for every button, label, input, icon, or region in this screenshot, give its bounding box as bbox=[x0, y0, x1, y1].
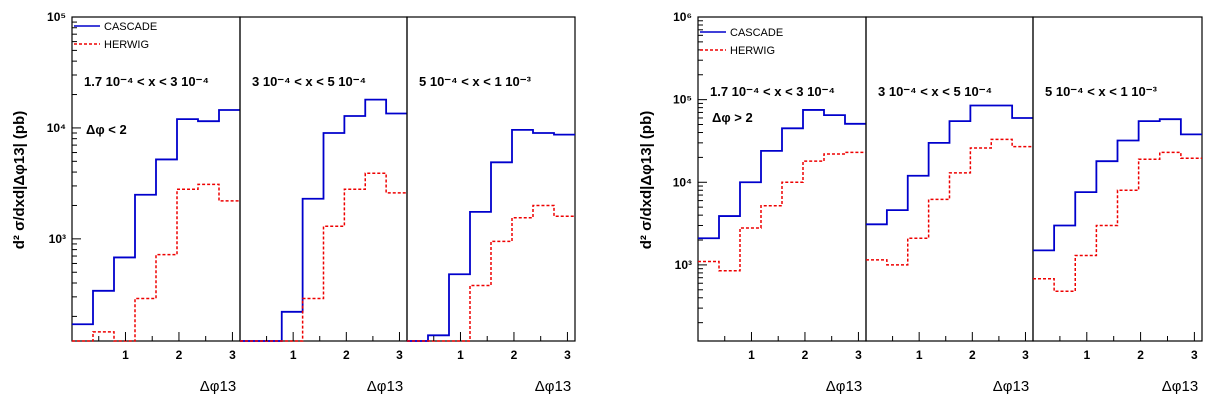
x-tick-label: 2 bbox=[802, 348, 809, 362]
figure-left-delta-phi-lt-2: d² σ/dxd|Δφ13| (pb) 10³ 10⁴ 10⁵ 1 2 3 Δφ13 1.7 1… bbox=[11, 10, 576, 395]
y-tick-label: 10⁶ bbox=[673, 10, 692, 24]
panel-title: 1.7 10⁻⁴ < x < 3 10⁻⁴ bbox=[84, 74, 209, 89]
x-tick-label: 3 bbox=[1022, 348, 1029, 362]
x-tick-label: 1 bbox=[748, 348, 755, 362]
x-tick-label: 3 bbox=[229, 348, 236, 362]
figure-right-delta-phi-gt-2: d² σ/dxd|Δφ13| (pb) 10³ 10⁴ 10⁵ 10⁶ 1 2 3 Δφ13 1.… bbox=[638, 10, 1203, 395]
x-tick-label: 2 bbox=[1137, 348, 1144, 362]
x-tick-label: 1 bbox=[290, 348, 297, 362]
legend-label-cascade: CASCADE bbox=[730, 27, 783, 39]
y-tick-label: 10³ bbox=[675, 258, 692, 272]
panel-title: 3 10⁻⁴ < x < 5 10⁻⁴ bbox=[878, 84, 992, 99]
y-tick-label: 10⁵ bbox=[47, 10, 66, 24]
x-tick-label: 1 bbox=[457, 348, 464, 362]
y-tick-label: 10⁵ bbox=[673, 93, 692, 107]
y-axis-title: d² σ/dxd|Δφ13| (pb) bbox=[638, 111, 655, 250]
y-tick-label: 10³ bbox=[49, 232, 66, 246]
series-cascade-line bbox=[72, 109, 240, 326]
series-cascade-line bbox=[407, 128, 575, 342]
panel-2: 1 2 3 Δφ13 3 10⁻⁴ < x < 5 10⁻⁴ bbox=[239, 16, 408, 395]
x-tick-label: 3 bbox=[1191, 348, 1198, 362]
delta-phi-cut-label: Δφ > 2 bbox=[712, 110, 753, 125]
legend-label-herwig: HERWIG bbox=[730, 45, 775, 57]
series-herwig-line bbox=[407, 204, 575, 342]
series-herwig-line bbox=[698, 151, 866, 272]
panel-frame bbox=[697, 16, 867, 342]
series-herwig-line bbox=[1033, 151, 1202, 292]
panel-frame bbox=[1032, 16, 1203, 342]
panel-2: 1 2 3 Δφ13 3 10⁻⁴ < x < 5 10⁻⁴ bbox=[865, 16, 1034, 395]
legend-label-herwig: HERWIG bbox=[104, 39, 149, 51]
x-axis-title: Δφ13 bbox=[367, 378, 403, 395]
x-axis-title: Δφ13 bbox=[200, 378, 236, 395]
x-tick-label: 2 bbox=[343, 348, 350, 362]
x-tick-label: 3 bbox=[396, 348, 403, 362]
panel-3: 1 2 3 Δφ13 5 10⁻⁴ < x < 1 10⁻³ bbox=[406, 16, 576, 395]
x-tick-label: 3 bbox=[564, 348, 571, 362]
panel-1: 1 2 3 Δφ13 1.7 10⁻⁴ < x < 3 10⁻⁴ bbox=[697, 16, 867, 395]
series-cascade-line bbox=[698, 109, 866, 240]
panel-title: 1.7 10⁻⁴ < x < 3 10⁻⁴ bbox=[710, 84, 835, 99]
x-tick-label: 1 bbox=[122, 348, 129, 362]
panel-frame bbox=[865, 16, 1034, 342]
x-axis-title: Δφ13 bbox=[826, 378, 862, 395]
y-axis-title: d² σ/dxd|Δφ13| (pb) bbox=[11, 111, 28, 250]
y-tick-label: 10⁴ bbox=[673, 175, 692, 189]
x-axis-title: Δφ13 bbox=[535, 378, 571, 395]
series-herwig-line bbox=[240, 172, 407, 342]
panel-title: 3 10⁻⁴ < x < 5 10⁻⁴ bbox=[252, 74, 366, 89]
x-tick-label: 3 bbox=[855, 348, 862, 362]
series-herwig-line bbox=[866, 138, 1033, 266]
x-axis-title: Δφ13 bbox=[993, 378, 1029, 395]
panel-3: 1 2 3 Δφ13 5 10⁻⁴ < x < 1 10⁻³ bbox=[1032, 16, 1203, 395]
x-axis-title: Δφ13 bbox=[1162, 378, 1198, 395]
panel-title: 5 10⁻⁴ < x < 1 10⁻³ bbox=[419, 74, 532, 89]
series-cascade-line bbox=[240, 98, 407, 342]
delta-phi-cut-label: Δφ < 2 bbox=[86, 122, 127, 137]
x-tick-label: 2 bbox=[176, 348, 183, 362]
series-herwig-line bbox=[72, 183, 240, 342]
series-cascade-line bbox=[1033, 118, 1202, 252]
x-tick-label: 1 bbox=[1083, 348, 1090, 362]
panel-1: 1 2 3 Δφ13 1.7 10⁻⁴ < x < 3 10⁻⁴ bbox=[71, 16, 241, 395]
legend-label-cascade: CASCADE bbox=[104, 21, 157, 33]
panel-title: 5 10⁻⁴ < x < 1 10⁻³ bbox=[1045, 84, 1158, 99]
x-tick-label: 2 bbox=[969, 348, 976, 362]
series-cascade-line bbox=[866, 104, 1033, 226]
x-tick-label: 2 bbox=[511, 348, 518, 362]
panel-frame bbox=[406, 16, 576, 342]
y-tick-label: 10⁴ bbox=[47, 121, 66, 135]
x-tick-label: 1 bbox=[916, 348, 923, 362]
